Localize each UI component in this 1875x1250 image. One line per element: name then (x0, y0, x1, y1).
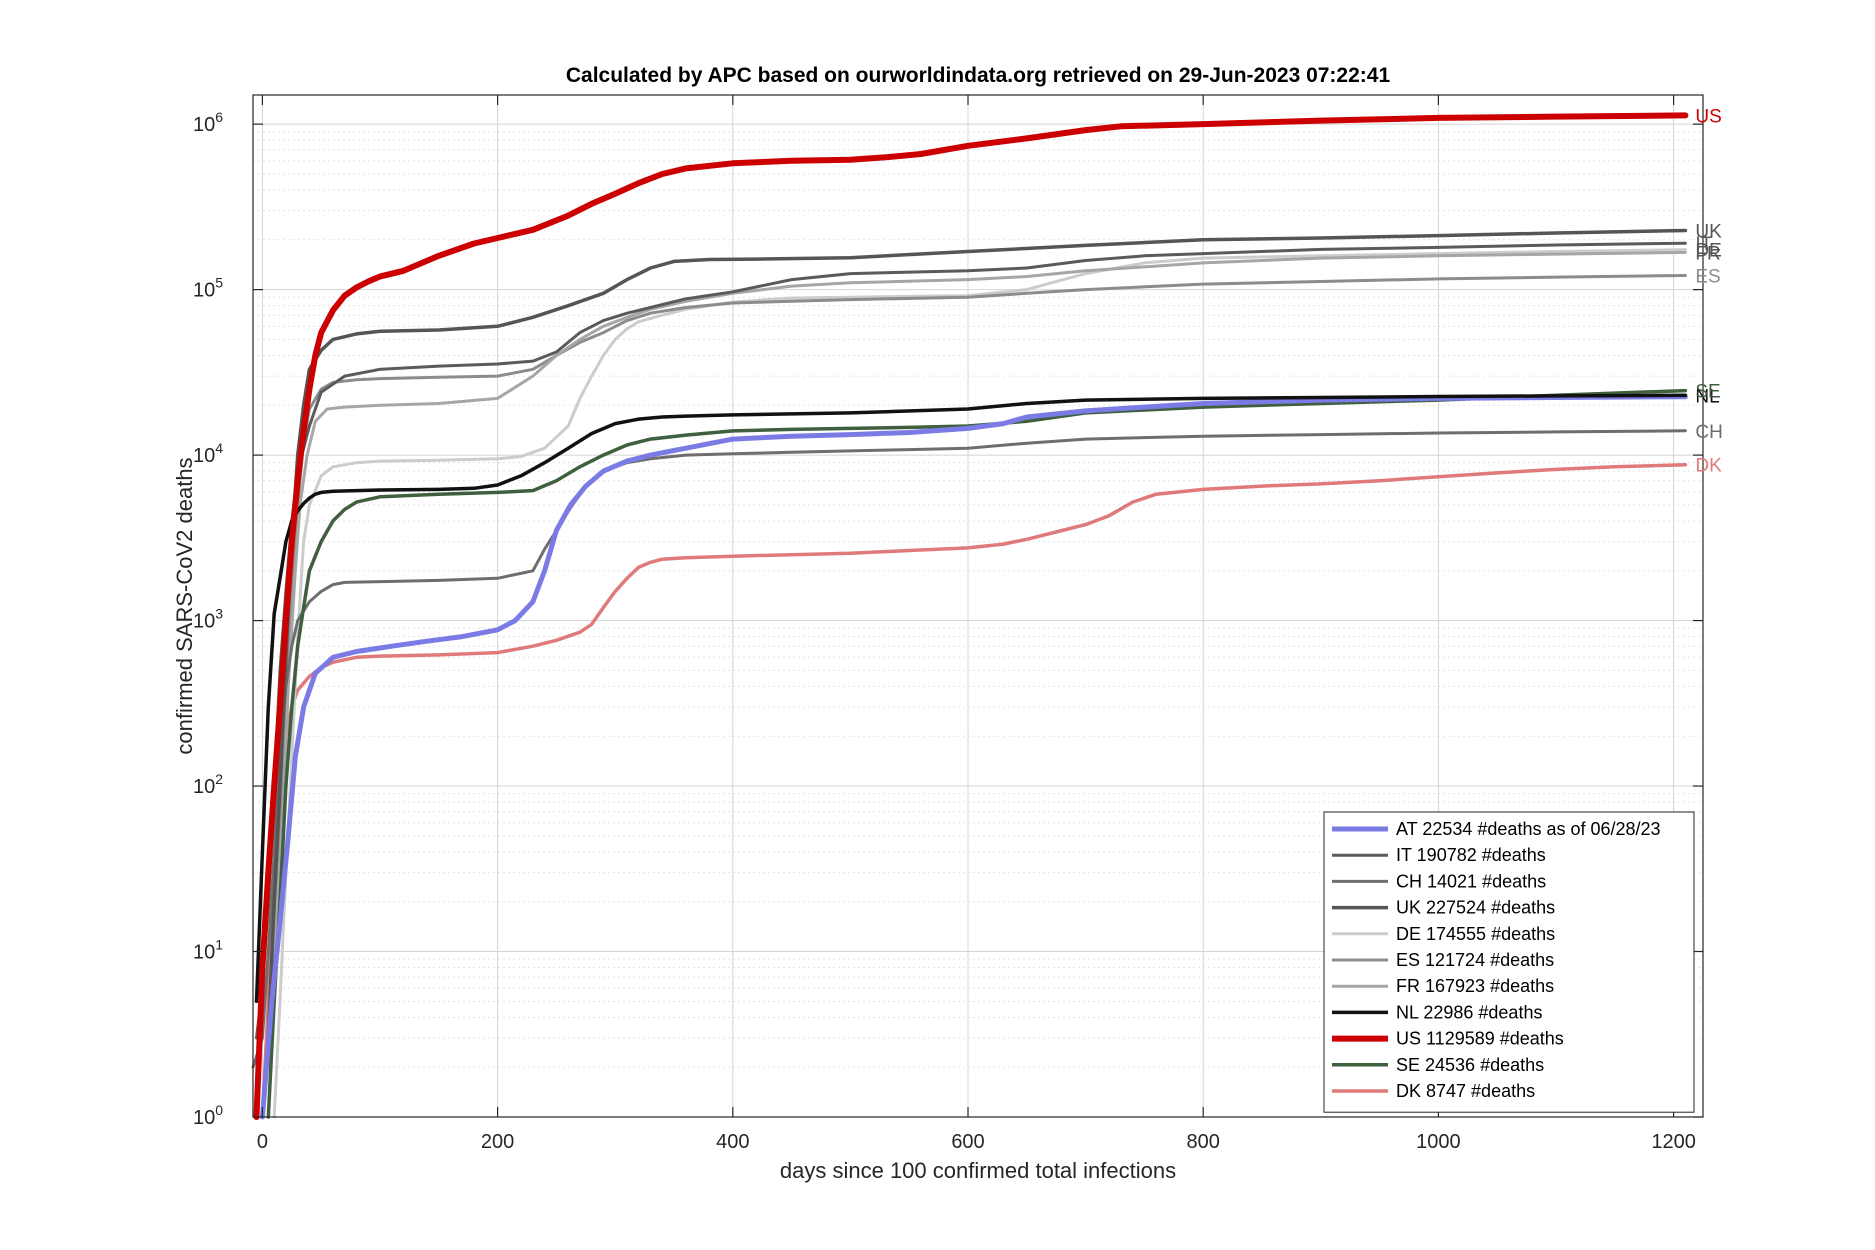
legend-entry: US 1129589 #deaths (1396, 1029, 1564, 1049)
series-line-us (253, 112, 1689, 1120)
y-tick-label: 105 (193, 275, 223, 302)
legend-entry: IT 190782 #deaths (1396, 845, 1546, 865)
end-label-us: US (1695, 106, 1721, 127)
x-axis-label: days since 100 confirmed total infection… (780, 1158, 1176, 1183)
legend-box (1323, 811, 1695, 1113)
series-line-at (259, 394, 1688, 1120)
plot-frame (252, 94, 1704, 1118)
x-tick-label: 200 (481, 1131, 514, 1153)
series-lines (251, 112, 1689, 1120)
legend-entry: CH 14021 #deaths (1396, 871, 1546, 891)
legend-entry: NL 22986 #deaths (1396, 1002, 1542, 1022)
end-label-dk: DK (1695, 456, 1722, 477)
x-tick-label: 600 (951, 1131, 984, 1153)
legend-entry: FR 167923 #deaths (1396, 976, 1554, 996)
series-line-fr (270, 250, 1687, 1040)
x-tick-label: 800 (1187, 1131, 1220, 1153)
legend-entry: SE 24536 #deaths (1396, 1055, 1544, 1075)
end-label-nl: NL (1695, 386, 1719, 407)
x-tick-label: 0 (257, 1131, 268, 1153)
end-label-it: IT (1695, 234, 1712, 255)
legend-entry: AT 22534 #deaths as of 06/28/23 (1396, 819, 1661, 839)
chart-title: Calculated by APC based on ourworldindat… (566, 64, 1391, 87)
tick-labels: 100 101 102 103 104 105 106 0 200 400 600 800 1000 12… (193, 109, 1696, 1153)
x-tick-label: 1000 (1416, 1131, 1461, 1153)
legend-entry: ES 121724 #deaths (1396, 950, 1554, 970)
y-tick-label: 106 (193, 109, 223, 136)
end-label-uk: UK (1695, 222, 1722, 243)
series-line-de (272, 248, 1687, 1119)
end-label-ch: CH (1695, 422, 1722, 443)
y-axis-label: confirmed SARS-CoV2 deaths (172, 457, 197, 754)
end-label-de: DE (1695, 241, 1721, 262)
y-tick-label: 101 (193, 937, 223, 964)
series-line-se (266, 388, 1688, 1119)
end-label-fr: FR (1695, 243, 1720, 264)
y-tick-label: 103 (193, 606, 223, 633)
legend-entry: DK 8747 #deaths (1396, 1081, 1535, 1101)
end-label-es: ES (1695, 266, 1720, 287)
y-tick-label: 100 (193, 1102, 223, 1129)
grid (253, 95, 1703, 1118)
y-tick-label: 102 (193, 771, 223, 798)
y-tick-label: 104 (193, 440, 223, 467)
x-tick-label: 1200 (1651, 1131, 1696, 1153)
end-label-se: SE (1695, 382, 1720, 403)
legend-entry: UK 227524 #deaths (1396, 898, 1555, 918)
legend-entry: DE 174555 #deaths (1396, 924, 1555, 944)
legend: AT 22534 #deaths as of 06/28/23 IT 190782… (1323, 811, 1695, 1113)
x-tick-label: 400 (716, 1131, 749, 1153)
